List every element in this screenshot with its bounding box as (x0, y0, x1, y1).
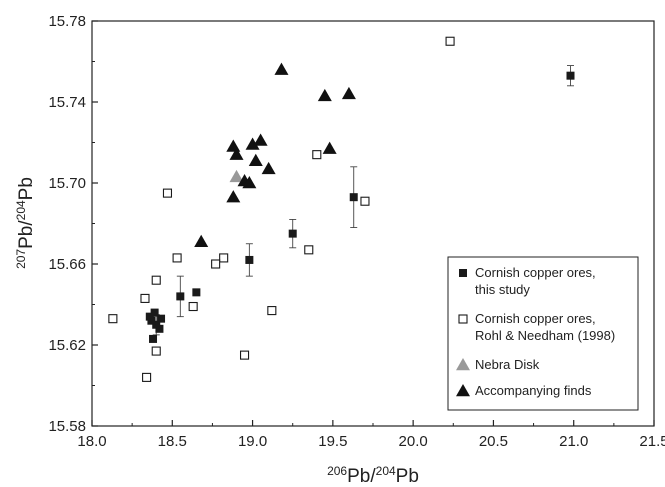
x-tick-label: 19.5 (318, 433, 347, 450)
x-tick-label: 19.0 (238, 433, 267, 450)
point (245, 255, 254, 264)
point (288, 229, 297, 238)
point (566, 71, 575, 80)
point (176, 292, 185, 301)
x-tick-label: 18.5 (158, 433, 187, 450)
y-tick-label: 15.66 (48, 256, 86, 273)
point (360, 196, 370, 206)
axis-ticks: 18.0 18.5 19.0 19.5 20.0 20.5 21.0 21.5 15.58 15.… (48, 13, 665, 450)
point (341, 86, 356, 100)
point (142, 372, 152, 382)
y-tick-label: 15.58 (48, 418, 86, 435)
x-tick-label: 18.0 (77, 433, 106, 450)
point (150, 308, 159, 317)
legend-box (447, 256, 639, 411)
point (245, 137, 260, 150)
legend-label: Cornish copper ores, (475, 265, 596, 280)
point (226, 190, 241, 203)
point (322, 141, 337, 154)
point (151, 275, 161, 285)
point (248, 153, 263, 166)
data-points (108, 36, 575, 382)
x-tick-label: 21.0 (559, 433, 588, 450)
point (152, 320, 161, 329)
y-tick-label: 15.62 (48, 337, 86, 354)
point (445, 36, 455, 46)
point (145, 312, 154, 321)
point (188, 301, 198, 312)
legend-label: Cornish copper ores, (475, 311, 596, 326)
point (239, 350, 250, 360)
legend-label: Rohl & Needham (1998) (475, 328, 615, 343)
x-tick-label: 20.5 (479, 433, 508, 450)
point (229, 147, 244, 160)
point (192, 288, 201, 297)
point (304, 245, 314, 255)
point (261, 161, 276, 175)
point (194, 234, 209, 247)
point (147, 316, 156, 325)
x-tick-label: 20.0 (399, 433, 428, 450)
point (267, 306, 277, 316)
point (229, 169, 244, 183)
point (172, 253, 182, 263)
point (162, 188, 173, 198)
point (219, 253, 229, 263)
y-tick-label: 15.78 (48, 13, 86, 30)
legend-marker (456, 358, 470, 371)
point (242, 176, 257, 189)
y-axis-label: 207Pb/204Pb (14, 177, 37, 269)
legend: Cornish copper ores, this study Cornish co… (447, 256, 639, 411)
legend-marker (456, 384, 470, 397)
point (149, 334, 158, 343)
legend-label: this study (475, 282, 530, 297)
point (274, 62, 289, 75)
point (157, 314, 166, 323)
legend-label: Nebra Disk (475, 357, 540, 372)
point (349, 193, 358, 202)
x-axis-label: 206Pb/204Pb (327, 464, 419, 487)
y-tick-label: 15.74 (48, 94, 86, 111)
point (253, 133, 268, 146)
y-tick-label: 15.70 (48, 175, 86, 192)
legend-marker (458, 314, 468, 324)
point (317, 88, 332, 102)
point (151, 346, 161, 356)
legend-label: Accompanying finds (475, 383, 592, 398)
point (140, 293, 150, 303)
point (211, 259, 221, 269)
x-tick-label: 21.5 (639, 433, 665, 450)
point (108, 314, 118, 324)
point (155, 324, 164, 333)
legend-marker (459, 269, 467, 277)
point (226, 139, 241, 152)
point (312, 150, 322, 160)
